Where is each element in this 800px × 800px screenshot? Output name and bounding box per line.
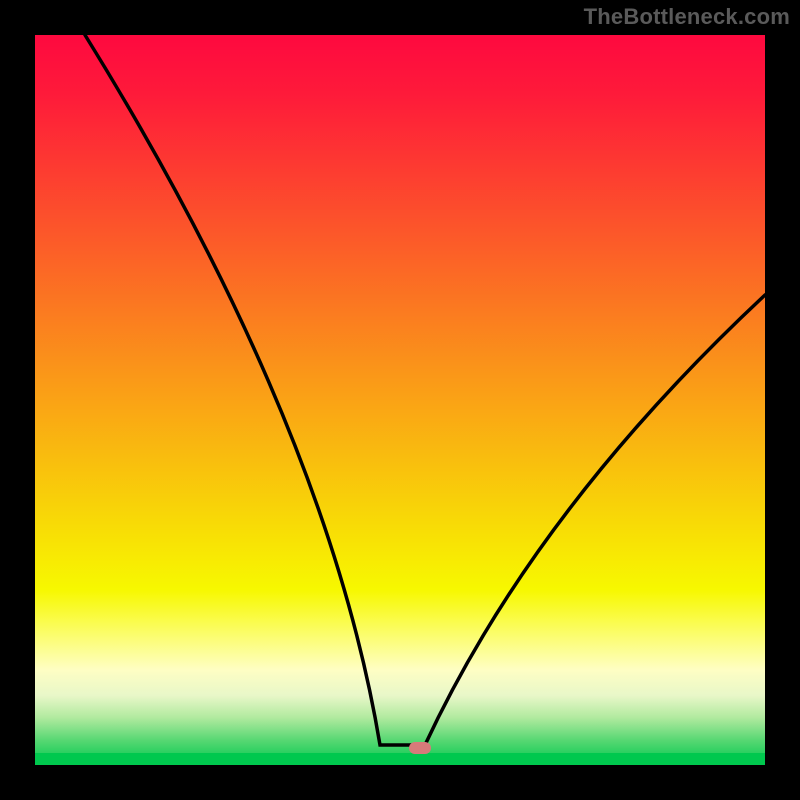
curve-path [85,35,765,745]
optimal-point-marker [409,742,431,754]
chart-container: TheBottleneck.com [0,0,800,800]
bottleneck-curve [0,0,800,800]
attribution-text: TheBottleneck.com [584,4,790,30]
